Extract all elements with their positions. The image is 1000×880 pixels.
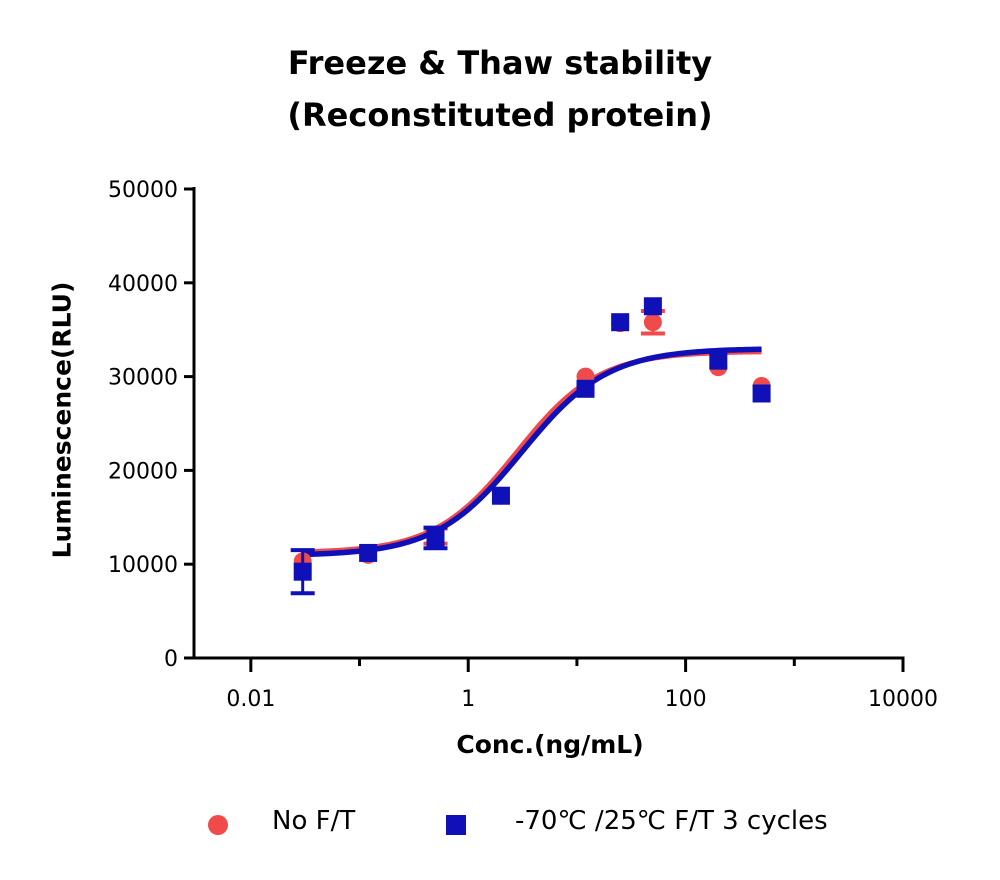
x-tick-label: 0.01 — [226, 687, 275, 712]
axes: 0 10000 20000 30000 40000 50000 0.01 1 100 10000 — [108, 178, 938, 712]
legend-marker-ft-3-cycles — [446, 815, 466, 835]
y-tick-label: 50000 — [108, 178, 178, 203]
legend-label-no-ft: No F/T — [272, 806, 356, 836]
x-tick-label: 100 — [665, 687, 707, 712]
data-points — [290, 297, 771, 596]
data-point-series-2 — [709, 351, 728, 370]
y-tick-label: 30000 — [108, 366, 178, 391]
data-point-series-2 — [491, 486, 510, 505]
fit-curve-series-2 — [302, 346, 762, 558]
data-point-series-2 — [752, 384, 771, 403]
chart-title-line-2: (Reconstituted protein) — [287, 96, 713, 134]
y-tick-label: 0 — [164, 647, 178, 672]
data-point-series-2 — [359, 543, 378, 562]
legend-marker-no-ft — [208, 815, 228, 835]
y-tick-label: 40000 — [108, 272, 178, 297]
y-tick-label: 10000 — [108, 553, 178, 578]
fit-curve-series-1 — [302, 349, 762, 555]
data-point-series-2 — [426, 528, 445, 547]
x-tick-label: 1 — [461, 687, 475, 712]
x-axis-label: Conc.(ng/mL) — [456, 730, 644, 759]
data-point-series-1 — [643, 313, 662, 332]
legend-label-ft-3-cycles: -70℃ /25℃ F/T 3 cycles — [515, 806, 828, 836]
y-axis-label: Luminescence(RLU) — [47, 281, 77, 559]
fit-curves — [302, 346, 762, 558]
chart-title-line-1: Freeze & Thaw stability — [287, 44, 713, 82]
x-tick-label: 10000 — [868, 687, 938, 712]
y-tick-label: 20000 — [108, 459, 178, 484]
data-point-series-2 — [293, 562, 312, 581]
data-point-series-2 — [576, 379, 595, 398]
data-point-series-2 — [643, 297, 662, 316]
data-point-series-2 — [611, 313, 630, 332]
